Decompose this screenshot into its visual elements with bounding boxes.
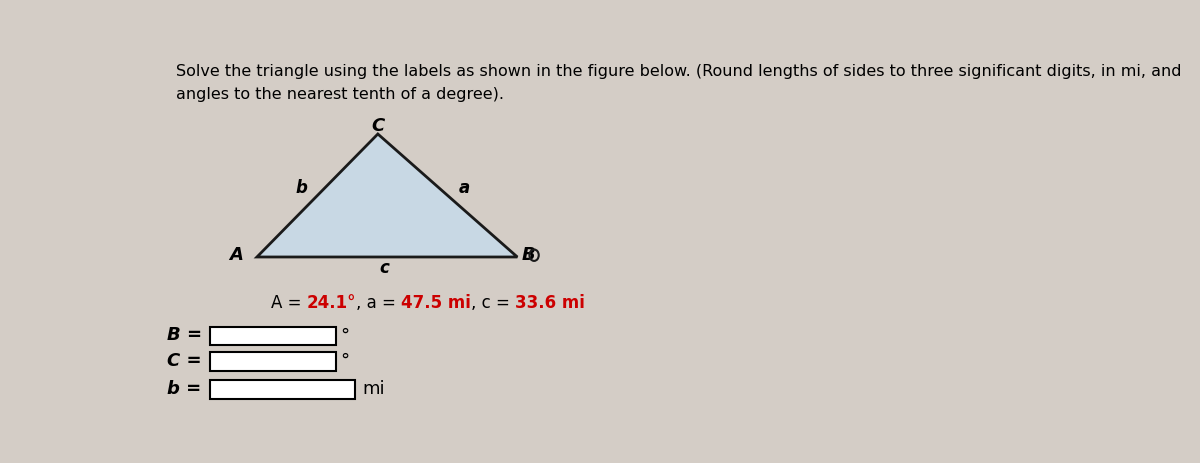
Text: C: C <box>371 117 384 135</box>
Text: a: a <box>458 179 470 197</box>
Text: °: ° <box>341 352 349 370</box>
Text: 33.6 mi: 33.6 mi <box>515 294 586 313</box>
Text: , c =: , c = <box>472 294 515 313</box>
Bar <box>210 326 336 345</box>
Text: , a =: , a = <box>356 294 401 313</box>
Text: 24.1°: 24.1° <box>307 294 356 313</box>
Text: mi: mi <box>362 380 385 398</box>
Text: b =: b = <box>167 380 200 398</box>
Text: °: ° <box>341 326 349 344</box>
Text: 47.5 mi: 47.5 mi <box>401 294 472 313</box>
Text: angles to the nearest tenth of a degree).: angles to the nearest tenth of a degree)… <box>176 87 504 102</box>
Text: b: b <box>295 179 307 197</box>
Bar <box>210 352 336 371</box>
Text: A =: A = <box>271 294 307 313</box>
Bar <box>210 380 355 399</box>
Text: c: c <box>379 259 389 277</box>
Text: Solve the triangle using the labels as shown in the figure below. (Round lengths: Solve the triangle using the labels as s… <box>176 64 1182 80</box>
Polygon shape <box>257 134 517 257</box>
Text: B =: B = <box>167 326 202 344</box>
Text: B: B <box>522 246 535 264</box>
Text: C =: C = <box>167 352 202 370</box>
Text: A: A <box>229 246 244 264</box>
